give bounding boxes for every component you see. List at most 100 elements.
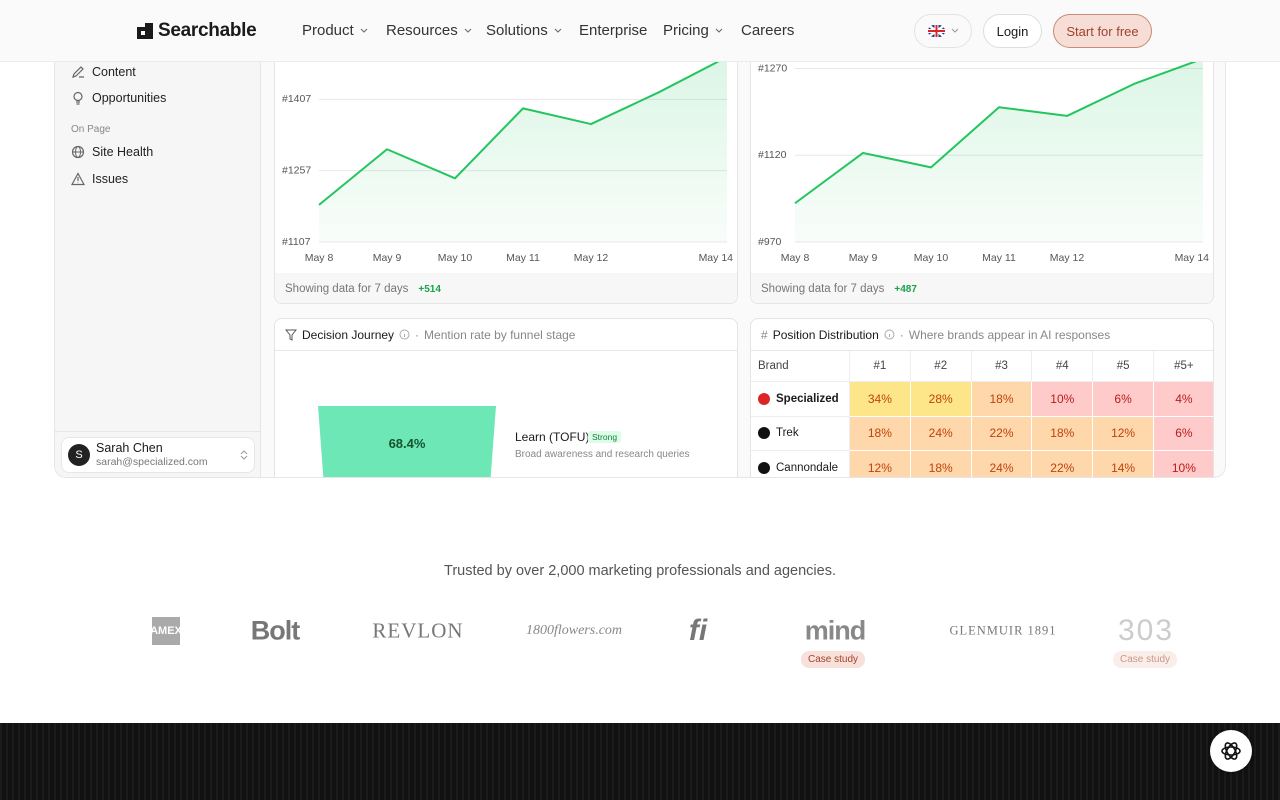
heat-cell: 6% xyxy=(1093,382,1154,417)
trusted-text: Trusted by over 2,000 marketing professi… xyxy=(444,563,836,579)
language-button[interactable] xyxy=(914,14,972,48)
x-tick-label: May 11 xyxy=(982,252,1016,264)
heat-cell: 4% xyxy=(1154,382,1213,417)
brand-cell: Cannondale xyxy=(751,451,850,477)
heat-cell: 12% xyxy=(850,451,911,477)
nav-item[interactable]: Product xyxy=(302,22,368,39)
column-header: #5 xyxy=(1093,351,1154,382)
partner-logo: 1800flowers.com xyxy=(525,623,623,638)
heat-cell: 18% xyxy=(1032,416,1094,451)
uk-flag xyxy=(927,25,945,37)
nav-item[interactable]: Resources xyxy=(386,22,472,39)
partner-logo: REVLON xyxy=(372,618,464,643)
warning-icon xyxy=(71,172,85,186)
nav-item[interactable]: Solutions xyxy=(486,22,562,39)
sidebar-item[interactable]: Content xyxy=(92,65,136,79)
expand-icon xyxy=(240,450,248,460)
panel-title: Position Distribution xyxy=(772,327,879,342)
heat-cell: 6% xyxy=(1154,416,1213,451)
chevron xyxy=(715,28,723,33)
user-name: Sarah Chen xyxy=(96,441,163,455)
x-tick-label: May 9 xyxy=(373,252,402,264)
panel-subtitle: Mention rate by funnel stage xyxy=(424,327,576,342)
chevron xyxy=(360,28,368,33)
heat-cell: 18% xyxy=(910,451,972,477)
stage-name: Learn (TOFU) xyxy=(515,430,590,444)
line xyxy=(794,57,1204,205)
column-header: #1 xyxy=(850,351,911,382)
edit-icon xyxy=(72,66,84,78)
column-header: Brand xyxy=(751,351,850,382)
nav-item[interactable]: Enterprise xyxy=(579,22,647,39)
y-tick-label: #1120 xyxy=(758,149,787,161)
nav-label: Enterprise xyxy=(579,22,648,39)
heat-cell: 18% xyxy=(850,416,911,451)
user-card[interactable]: S Sarah Chen sarah@specialized.com xyxy=(61,437,255,473)
y-tick-label: #1257 xyxy=(282,164,311,176)
area xyxy=(319,57,727,243)
nav-label: Resources xyxy=(386,22,458,39)
info-icon xyxy=(399,329,410,340)
x-tick-label: May 10 xyxy=(438,252,473,264)
heat-cell: 22% xyxy=(971,416,1033,451)
brand-icon xyxy=(758,427,770,440)
chat-icon xyxy=(1221,742,1241,760)
sidebar-item[interactable]: Site Health xyxy=(92,145,154,159)
brand-icon xyxy=(758,392,770,405)
avatar: S xyxy=(68,444,90,466)
x-tick-label: May 14 xyxy=(1175,252,1210,264)
panel-header: Decision Journey · Mention rate by funne… xyxy=(275,319,737,351)
partner-logo: 303 xyxy=(1117,614,1175,647)
brand-name: Trek xyxy=(776,427,799,440)
footer-band xyxy=(0,723,1280,800)
heat-cell: 10% xyxy=(1032,382,1094,417)
sidebar-item[interactable]: Issues xyxy=(92,172,129,186)
column-header: #5+ xyxy=(1154,351,1213,382)
heat-cell: 24% xyxy=(910,416,972,451)
cta-button[interactable]: Start for free xyxy=(1053,14,1152,48)
x-tick-label: May 12 xyxy=(1050,252,1085,264)
nav-item[interactable]: Pricing xyxy=(663,22,723,39)
change-value: +514 xyxy=(418,283,441,295)
chevron-path xyxy=(715,28,723,33)
heat-cell: 10% xyxy=(1154,451,1213,477)
brand[interactable]: Searchable xyxy=(158,20,257,41)
sidebar-item[interactable]: Opportunities xyxy=(92,91,167,105)
chart-footer: Showing data for 7 days +514 xyxy=(275,273,737,303)
line xyxy=(318,56,728,206)
line-chart: #1107 #1257 #1407 May 8 May 9 May 10 May 11 May… xyxy=(282,56,733,264)
stage-description: Broad awareness and research queries xyxy=(515,449,690,460)
bulb-icon xyxy=(73,91,83,105)
partner-logo: fi xyxy=(688,614,708,647)
top-nav: Searchable Product Resources Solutions Ente… xyxy=(0,0,1280,62)
login-button[interactable]: Login xyxy=(983,14,1042,48)
x-tick-label: May 8 xyxy=(305,252,334,264)
stage-badge: Strong xyxy=(588,431,622,443)
decision-journey-panel: Decision Journey · Mention rate by funne… xyxy=(274,318,738,477)
hash-icon: # xyxy=(761,327,768,342)
chat-button[interactable] xyxy=(1210,730,1252,772)
sidebar-section: On Page xyxy=(71,124,111,135)
case-study-badge[interactable]: Case study xyxy=(800,651,866,668)
footer-text: Showing data for 7 days xyxy=(285,283,409,295)
funnel-stage xyxy=(318,406,496,477)
stage-rate: 68.4% xyxy=(388,436,426,451)
column-header: #3 xyxy=(971,351,1033,382)
chevron xyxy=(951,28,958,33)
nav-item[interactable]: Careers xyxy=(741,22,794,39)
column-header: #2 xyxy=(910,351,972,382)
filter-icon xyxy=(285,329,297,341)
y-tick-label: #970 xyxy=(758,236,782,248)
heat-cell: 14% xyxy=(1093,451,1154,477)
y-tick-label: #1407 xyxy=(282,93,311,105)
dashboard-preview: Content Opportunities On Page Site Healt… xyxy=(54,0,1226,478)
case-study-badge[interactable]: Case study xyxy=(1112,651,1178,668)
position-distribution-panel: # Position Distribution · Where brands a… xyxy=(750,318,1214,477)
y-tick-label: #1107 xyxy=(282,236,311,248)
heat-cell: 12% xyxy=(1093,416,1154,451)
panel-subtitle: Where brands appear in AI responses xyxy=(908,327,1111,342)
chart-footer: Showing data for 7 days +487 xyxy=(751,273,1213,303)
heat-cell: 18% xyxy=(971,382,1033,417)
brand-cell: Trek xyxy=(751,416,850,451)
